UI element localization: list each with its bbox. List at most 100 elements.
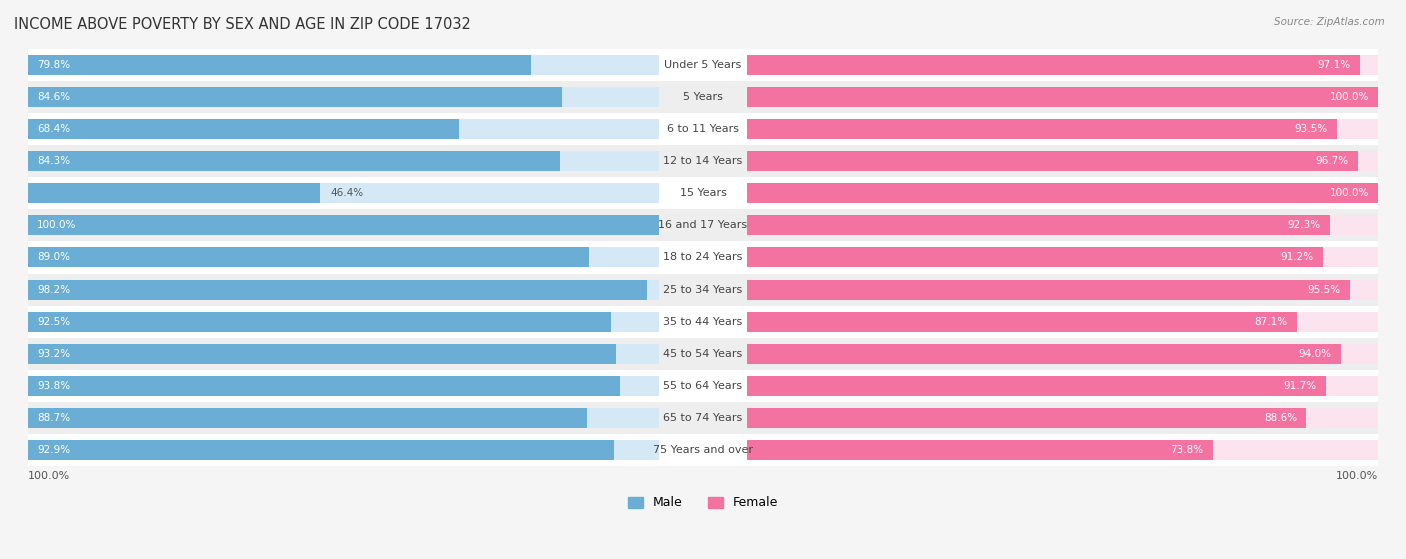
Text: 91.7%: 91.7%	[1284, 381, 1316, 391]
Text: 92.3%: 92.3%	[1286, 220, 1320, 230]
Bar	[28, 145, 1378, 177]
Bar	[28, 312, 612, 331]
Text: 73.8%: 73.8%	[1170, 446, 1204, 455]
Bar	[28, 434, 1378, 466]
Bar	[28, 241, 1378, 273]
Bar	[28, 344, 616, 364]
Bar	[28, 151, 560, 171]
Bar	[747, 183, 1378, 203]
Bar	[28, 248, 659, 267]
Text: 96.7%: 96.7%	[1315, 156, 1348, 166]
Text: 55 to 64 Years: 55 to 64 Years	[664, 381, 742, 391]
Bar	[28, 306, 1378, 338]
Bar	[28, 408, 588, 428]
Bar	[747, 215, 1330, 235]
Bar	[28, 49, 1378, 80]
Text: 100.0%: 100.0%	[37, 220, 76, 230]
Bar	[747, 119, 1337, 139]
Bar	[28, 113, 1378, 145]
Bar	[28, 248, 589, 267]
Text: 84.6%: 84.6%	[37, 92, 70, 102]
Bar	[747, 440, 1213, 460]
Bar	[747, 440, 1378, 460]
Text: 89.0%: 89.0%	[37, 253, 70, 262]
Bar	[747, 215, 1378, 235]
Bar	[747, 344, 1340, 364]
Bar	[28, 408, 659, 428]
Text: 35 to 44 Years: 35 to 44 Years	[664, 317, 742, 326]
Bar	[747, 183, 1378, 203]
Text: 88.6%: 88.6%	[1264, 413, 1296, 423]
Text: 65 to 74 Years: 65 to 74 Years	[664, 413, 742, 423]
Bar	[28, 209, 1378, 241]
Text: 92.5%: 92.5%	[37, 317, 70, 326]
Text: 93.2%: 93.2%	[37, 349, 70, 359]
Text: 6 to 11 Years: 6 to 11 Years	[666, 124, 740, 134]
Bar	[747, 248, 1378, 267]
Bar	[28, 440, 614, 460]
Bar	[28, 312, 659, 331]
Bar	[747, 408, 1306, 428]
Bar	[747, 376, 1326, 396]
Bar	[28, 55, 659, 74]
Text: 97.1%: 97.1%	[1317, 60, 1351, 70]
Bar	[747, 87, 1378, 107]
Bar	[28, 177, 1378, 209]
Bar	[747, 151, 1378, 171]
Bar	[747, 344, 1378, 364]
Text: 79.8%: 79.8%	[37, 60, 70, 70]
Text: 88.7%: 88.7%	[37, 413, 70, 423]
Bar	[28, 151, 659, 171]
Text: 5 Years: 5 Years	[683, 92, 723, 102]
Bar	[28, 80, 1378, 113]
Text: 75 Years and over: 75 Years and over	[652, 446, 754, 455]
Bar	[28, 280, 659, 300]
Text: 68.4%: 68.4%	[37, 124, 70, 134]
Text: Source: ZipAtlas.com: Source: ZipAtlas.com	[1274, 17, 1385, 27]
Bar	[747, 376, 1378, 396]
Bar	[28, 440, 659, 460]
Bar	[28, 119, 659, 139]
Text: 94.0%: 94.0%	[1298, 349, 1331, 359]
Bar	[28, 87, 659, 107]
Text: 95.5%: 95.5%	[1308, 285, 1340, 295]
Text: 18 to 24 Years: 18 to 24 Years	[664, 253, 742, 262]
Bar	[28, 215, 659, 235]
Text: 100.0%: 100.0%	[1330, 92, 1369, 102]
Bar	[747, 280, 1378, 300]
Text: 100.0%: 100.0%	[1330, 188, 1369, 198]
Bar	[28, 376, 620, 396]
Bar	[747, 280, 1350, 300]
Bar	[28, 338, 1378, 370]
Bar	[747, 87, 1378, 107]
Bar	[28, 344, 659, 364]
Bar	[747, 312, 1378, 331]
Bar	[28, 280, 647, 300]
Text: 100.0%: 100.0%	[28, 471, 70, 481]
Bar	[28, 370, 1378, 402]
Text: 93.8%: 93.8%	[37, 381, 70, 391]
Bar	[747, 55, 1360, 74]
Text: 12 to 14 Years: 12 to 14 Years	[664, 156, 742, 166]
Bar	[747, 119, 1378, 139]
Text: 91.2%: 91.2%	[1281, 253, 1313, 262]
Bar	[747, 408, 1378, 428]
Legend: Male, Female: Male, Female	[623, 491, 783, 514]
Bar	[28, 55, 531, 74]
Text: 15 Years: 15 Years	[679, 188, 727, 198]
Bar	[28, 183, 321, 203]
Text: 100.0%: 100.0%	[1336, 471, 1378, 481]
Text: 84.3%: 84.3%	[37, 156, 70, 166]
Bar	[28, 215, 659, 235]
Text: 46.4%: 46.4%	[330, 188, 363, 198]
Bar	[28, 87, 561, 107]
Bar	[28, 183, 659, 203]
Text: 98.2%: 98.2%	[37, 285, 70, 295]
Bar	[747, 312, 1296, 331]
Text: 16 and 17 Years: 16 and 17 Years	[658, 220, 748, 230]
Bar	[747, 151, 1358, 171]
Bar	[28, 119, 460, 139]
Text: 87.1%: 87.1%	[1254, 317, 1288, 326]
Text: 45 to 54 Years: 45 to 54 Years	[664, 349, 742, 359]
Text: 25 to 34 Years: 25 to 34 Years	[664, 285, 742, 295]
